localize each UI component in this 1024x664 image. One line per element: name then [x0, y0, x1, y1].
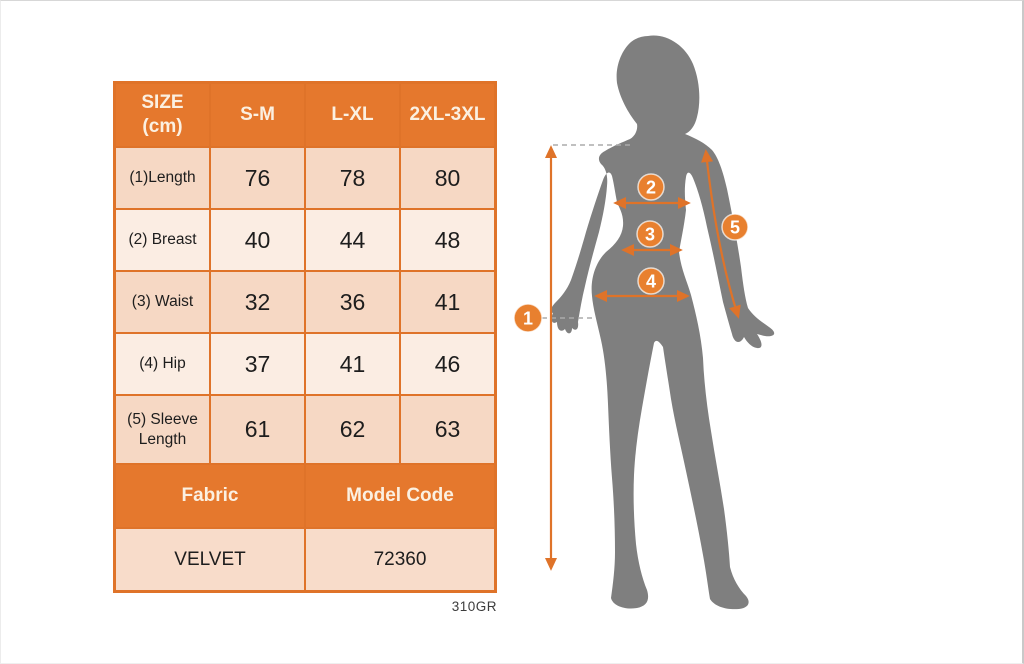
cell-sleeve-lxl: 62	[306, 396, 399, 463]
female-body-silhouette	[550, 35, 775, 610]
badge-1-circle	[513, 303, 543, 333]
row-label-length: (1)Length	[116, 148, 209, 208]
size-chart-table: SIZE (cm) S-M L-XL 2XL-3XL (1)Length 76 …	[113, 81, 497, 593]
row-label-breast: (2) Breast	[116, 210, 209, 270]
badge-5-number: 5	[730, 218, 740, 238]
size-header-label: SIZE	[141, 92, 184, 114]
col-header-lxl: L-XL	[306, 84, 399, 146]
weight-footnote: 310GR	[451, 599, 497, 614]
row-label-waist: (3) Waist	[116, 272, 209, 332]
cell-hip-2xl3xl: 46	[401, 334, 494, 394]
size-unit-header-text: SIZE (cm)	[141, 91, 183, 139]
col-header-2xl3xl: 2XL-3XL	[401, 84, 494, 146]
measurement-badges	[513, 173, 749, 333]
badge-2-number: 2	[646, 178, 656, 198]
cell-waist-lxl: 36	[306, 272, 399, 332]
cell-hip-lxl: 41	[306, 334, 399, 394]
fabric-value: VELVET	[116, 529, 304, 590]
badge-2-circle	[637, 173, 665, 201]
cell-waist-sm: 32	[211, 272, 304, 332]
cell-length-lxl: 78	[306, 148, 399, 208]
badge-5-circle	[721, 213, 749, 241]
cell-sleeve-2xl3xl: 63	[401, 396, 494, 463]
row-label-hip: (4) Hip	[116, 334, 209, 394]
cell-breast-lxl: 44	[306, 210, 399, 270]
badge-3-circle	[636, 220, 664, 248]
badge-4-number: 4	[646, 272, 656, 292]
cell-hip-sm: 37	[211, 334, 304, 394]
badge-4-circle	[637, 267, 665, 295]
fabric-header: Fabric	[116, 465, 304, 527]
cell-sleeve-sm: 61	[211, 396, 304, 463]
cell-length-sm: 76	[211, 148, 304, 208]
model-code-value: 72360	[306, 529, 494, 590]
col-header-sm: S-M	[211, 84, 304, 146]
cell-breast-sm: 40	[211, 210, 304, 270]
sleeve-arrow	[701, 149, 741, 319]
model-code-header: Model Code	[306, 465, 494, 527]
cell-waist-2xl3xl: 41	[401, 272, 494, 332]
size-unit-header-cell: SIZE (cm)	[116, 84, 209, 146]
cell-breast-2xl3xl: 48	[401, 210, 494, 270]
badge-3-number: 3	[645, 225, 655, 245]
cell-length-2xl3xl: 80	[401, 148, 494, 208]
row-label-sleeve-length: (5) Sleeve Length	[116, 396, 209, 463]
unit-header-label: (cm)	[142, 116, 183, 137]
badge-1-number: 1	[523, 309, 533, 329]
